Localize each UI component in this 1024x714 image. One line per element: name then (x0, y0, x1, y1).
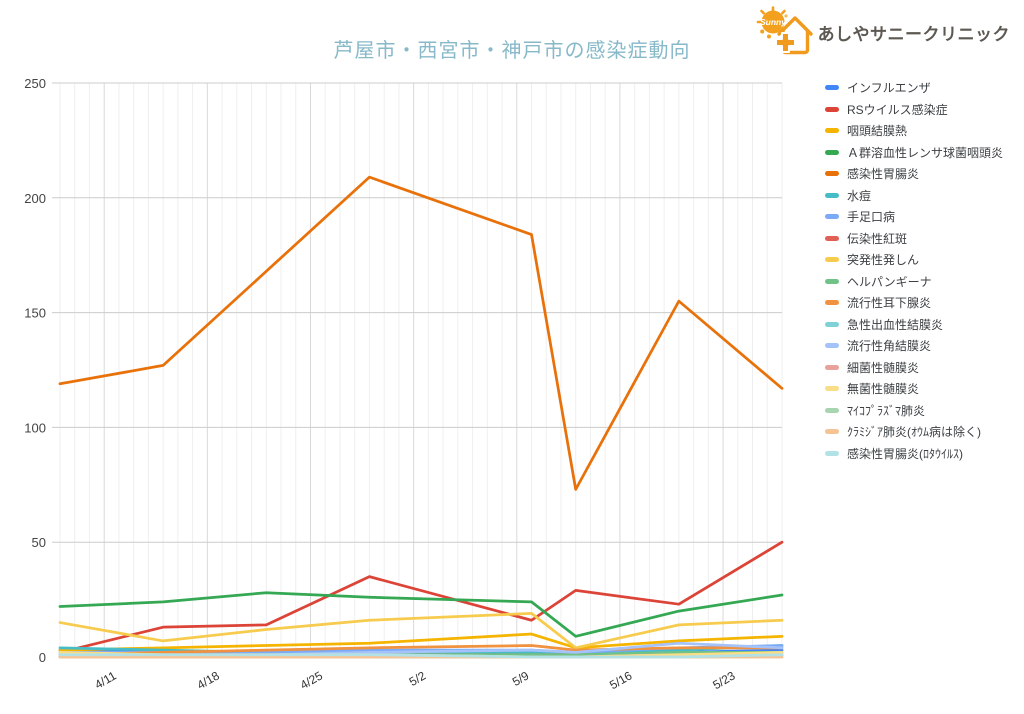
legend-label: 手足口病 (847, 210, 896, 225)
legend-label: インフルエンザ (847, 81, 931, 96)
legend-label: Ａ群溶血性レンサ球菌咽頭炎 (847, 145, 1004, 160)
legend-swatch (825, 343, 839, 349)
sun-text-label: Sunny (760, 17, 787, 27)
legend-label: 水痘 (847, 188, 872, 203)
sun-icon: Sunny (756, 6, 788, 39)
y-axis-labels: 0 50 100 150 200 250 (24, 76, 46, 665)
horizontal-gridlines (52, 82, 782, 543)
chart-line-1[interactable] (58, 540, 784, 654)
x-tick-label: 4/18 (195, 668, 223, 692)
legend-item: ヘルパンギーナ (825, 271, 1003, 293)
legend-label: 流行性角結膜炎 (847, 339, 932, 354)
x-tick-label: 4/25 (298, 668, 326, 692)
legend-label: ﾏｲｺﾌﾟﾗｽﾞﾏ肺炎 (847, 403, 926, 418)
legend-label: 突発性発しん (847, 253, 920, 268)
legend-item: 手足口病 (825, 206, 1003, 228)
clinic-name: あしやサニークリニック (817, 24, 1010, 44)
legend-swatch (825, 364, 839, 370)
legend-item: RSウイルス感染症 (825, 99, 1003, 121)
legend-label: ヘルパンギーナ (847, 274, 932, 289)
clinic-logo: Sunny あしやサニークリニック (756, 6, 1010, 58)
chart-line-10[interactable] (58, 644, 784, 657)
x-tick-label: 5/9 (510, 668, 532, 689)
legend-swatch (825, 407, 839, 413)
legend-item: 無菌性髄膜炎 (825, 378, 1003, 400)
legend-item: 感染性胃腸炎 (825, 163, 1003, 185)
legend-swatch (825, 171, 839, 177)
legend-swatch (825, 214, 839, 220)
legend-label: 咽頭結膜熱 (847, 124, 908, 139)
legend-label: 感染性胃腸炎 (847, 167, 920, 182)
x-tick-label: 5/23 (710, 668, 738, 692)
legend-swatch (825, 278, 839, 284)
legend-item: 水痘 (825, 185, 1003, 207)
legend-item: 伝染性紅斑 (825, 228, 1003, 250)
x-tick-label: 4/11 (92, 668, 119, 692)
chart-line-17[interactable] (58, 653, 784, 659)
y-tick-label: 150 (24, 306, 46, 321)
legend-swatch (825, 85, 839, 91)
legend-item: ｸﾗﾐｼﾞｱ肺炎(ｵｳﾑ病は除く) (825, 421, 1003, 443)
legend-label: 急性出血性結膜炎 (847, 317, 944, 332)
chart-line-4[interactable] (58, 175, 784, 491)
y-tick-label: 250 (24, 76, 46, 91)
legend-swatch (825, 450, 839, 456)
legend-swatch (825, 386, 839, 392)
legend-label: 細菌性髄膜炎 (847, 360, 920, 375)
legend-swatch (825, 149, 839, 155)
legend-item: 突発性発しん (825, 249, 1003, 271)
legend-swatch (825, 192, 839, 198)
x-axis-labels: 4/11 4/18 4/25 5/2 5/9 5/16 5/23 (92, 668, 738, 692)
legend-item: インフルエンザ (825, 77, 1003, 99)
chart-line-8[interactable] (58, 612, 784, 650)
legend-item: 流行性耳下腺炎 (825, 292, 1003, 314)
page-title: 芦屋市・西宮市・神戸市の感染症動向 (333, 40, 691, 62)
clinic-logo-icon: Sunny (756, 6, 813, 55)
x-tick-label: 5/16 (607, 668, 635, 692)
series-lines (58, 175, 784, 659)
legend-swatch (825, 128, 839, 134)
legend-swatch (825, 106, 839, 112)
legend-label: ｸﾗﾐｼﾞｱ肺炎(ｵｳﾑ病は除く) (847, 425, 981, 440)
medical-cross-icon (774, 32, 796, 53)
legend-swatch (825, 429, 839, 435)
legend-label: 伝染性紅斑 (847, 231, 908, 246)
chart-line-3[interactable] (58, 591, 784, 638)
legend-swatch (825, 300, 839, 306)
legend-swatch (825, 257, 839, 263)
legend-item: 細菌性髄膜炎 (825, 357, 1003, 379)
y-tick-label: 100 (24, 420, 46, 435)
legend-swatch (825, 235, 839, 241)
legend-item: 感染性胃腸炎(ﾛﾀｳｲﾙｽ) (825, 443, 1003, 465)
legend-label: 無菌性髄膜炎 (847, 382, 920, 397)
y-tick-label: 50 (32, 535, 46, 550)
vertical-gridlines (59, 83, 783, 657)
legend-label: 感染性胃腸炎(ﾛﾀｳｲﾙｽ) (847, 446, 963, 461)
y-tick-label: 200 (24, 191, 46, 206)
legend-swatch (825, 321, 839, 327)
chart-legend: インフルエンザ RSウイルス感染症 咽頭結膜熱 Ａ群溶血性レンサ球菌咽頭炎 感染性胃腸炎… (825, 77, 1003, 464)
x-tick-label: 5/2 (407, 668, 429, 689)
legend-label: 流行性耳下腺炎 (847, 296, 932, 311)
legend-item: ﾏｲｺﾌﾟﾗｽﾞﾏ肺炎 (825, 400, 1003, 422)
legend-item: 咽頭結膜熱 (825, 120, 1003, 142)
legend-item: 急性出血性結膜炎 (825, 314, 1003, 336)
y-tick-label: 0 (39, 650, 46, 665)
legend-item: Ａ群溶血性レンサ球菌咽頭炎 (825, 142, 1003, 164)
legend-label: RSウイルス感染症 (847, 102, 948, 117)
legend-item: 流行性角結膜炎 (825, 335, 1003, 357)
chart-line-2[interactable] (58, 632, 784, 652)
